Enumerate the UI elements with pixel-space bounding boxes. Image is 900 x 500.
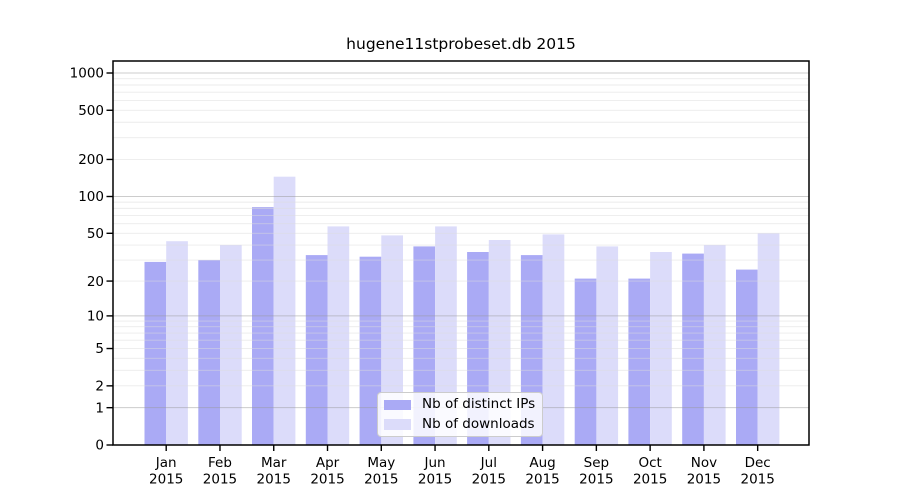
legend-item-downloads: Nb of downloads bbox=[378, 415, 542, 435]
bar-downloads-jan bbox=[166, 241, 188, 445]
x-tick-label-month: Sep bbox=[584, 455, 609, 471]
bar-downloads-nov bbox=[703, 245, 726, 445]
bar-distinct-ips-dec bbox=[736, 269, 758, 445]
bar-distinct-ips-sep bbox=[574, 278, 597, 445]
bar-distinct-ips-may bbox=[359, 256, 382, 445]
bar-downloads-sep bbox=[596, 246, 619, 445]
x-tick-label-month: Aug bbox=[529, 455, 555, 471]
x-tick-label-year: 2015 bbox=[149, 472, 183, 488]
bar-downloads-apr bbox=[327, 226, 350, 445]
x-tick-label-year: 2015 bbox=[579, 472, 613, 488]
x-tick-label-year: 2015 bbox=[364, 472, 398, 488]
bar-downloads-dec bbox=[757, 233, 780, 445]
y-tick-label: 1 bbox=[95, 400, 104, 416]
y-tick-label: 1000 bbox=[70, 66, 104, 82]
x-tick-label-year: 2015 bbox=[257, 472, 291, 488]
x-tick-label-month: May bbox=[367, 455, 395, 471]
x-tick-label-month: Oct bbox=[638, 455, 661, 471]
x-tick-label-year: 2015 bbox=[418, 472, 452, 488]
plot-frame bbox=[112, 60, 810, 446]
bar-downloads-aug bbox=[542, 234, 565, 445]
bar-distinct-ips-apr bbox=[305, 255, 328, 445]
bar-distinct-ips-mar bbox=[252, 207, 274, 445]
x-tick-label-year: 2015 bbox=[740, 472, 774, 488]
x-tick-label-month: Nov bbox=[691, 455, 717, 471]
chart-title: hugene11stprobeset.db 2015 bbox=[346, 35, 576, 53]
y-tick-label: 50 bbox=[87, 226, 104, 242]
y-tick-label: 2 bbox=[95, 379, 104, 395]
y-tick-label: 5 bbox=[95, 341, 104, 357]
bar-distinct-ips-feb bbox=[198, 260, 220, 445]
legend-label-distinct-ips: Nb of distinct IPs bbox=[422, 396, 536, 412]
x-tick-label-month: Apr bbox=[316, 455, 340, 471]
x-tick-label-year: 2015 bbox=[525, 472, 559, 488]
y-tick-label: 100 bbox=[78, 189, 104, 205]
bar-distinct-ips-jan bbox=[144, 261, 167, 445]
y-tick-label: 10 bbox=[87, 309, 104, 325]
legend: Nb of distinct IPs Nb of downloads bbox=[377, 392, 543, 437]
x-tick-label-year: 2015 bbox=[472, 472, 506, 488]
legend-swatch-downloads bbox=[384, 419, 411, 430]
x-tick-label-year: 2015 bbox=[633, 472, 667, 488]
bar-downloads-mar bbox=[273, 176, 296, 445]
x-tick-label-year: 2015 bbox=[687, 472, 721, 488]
legend-swatch-distinct-ips bbox=[384, 399, 411, 410]
y-tick-label: 200 bbox=[78, 152, 104, 168]
legend-item-distinct-ips: Nb of distinct IPs bbox=[378, 395, 542, 415]
x-tick-label-year: 2015 bbox=[310, 472, 344, 488]
x-tick-label-month: Jun bbox=[424, 455, 446, 471]
y-tick-label: 0 bbox=[95, 438, 104, 454]
bar-downloads-feb bbox=[220, 245, 242, 445]
x-tick-label-month: Jul bbox=[480, 455, 497, 471]
x-tick-label-month: Dec bbox=[745, 455, 771, 471]
x-tick-label-month: Mar bbox=[261, 455, 287, 471]
y-tick-label: 500 bbox=[78, 103, 104, 119]
x-tick-label-month: Jan bbox=[155, 455, 177, 471]
legend-label-downloads: Nb of downloads bbox=[422, 415, 535, 432]
bar-distinct-ips-oct bbox=[628, 278, 651, 445]
y-tick-label: 20 bbox=[87, 274, 104, 290]
x-tick-label-year: 2015 bbox=[203, 472, 237, 488]
x-tick-label-month: Feb bbox=[208, 455, 232, 471]
bar-distinct-ips-nov bbox=[682, 253, 704, 445]
